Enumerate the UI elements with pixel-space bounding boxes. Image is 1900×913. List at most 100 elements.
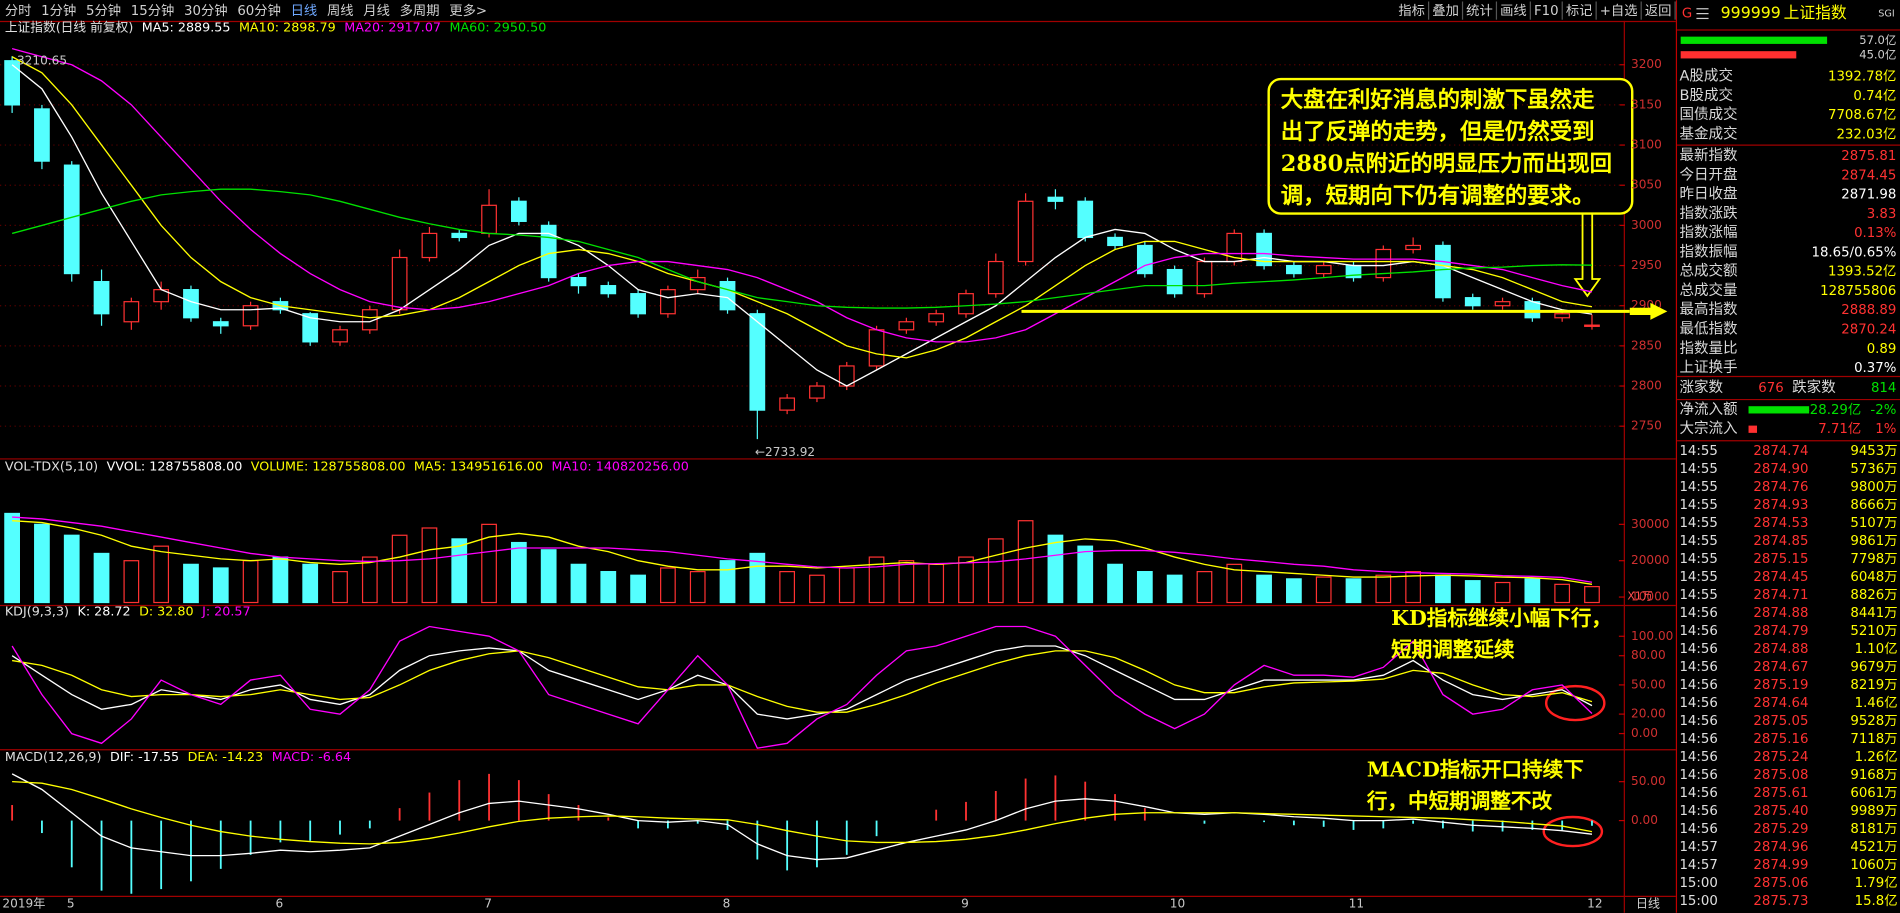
quote-label: A股成交 <box>1679 67 1733 85</box>
candle-body <box>898 321 915 331</box>
quote-value: 18.65/0.65% <box>1811 245 1896 260</box>
tick-time: 14:55 <box>1679 462 1717 477</box>
volume-bar <box>1435 574 1451 604</box>
volume-bar <box>1047 534 1064 604</box>
volume-bar <box>928 563 945 604</box>
volume-bar <box>302 563 319 604</box>
candle-body <box>1047 196 1064 202</box>
tick-time: 14:55 <box>1679 498 1717 513</box>
period-tab[interactable]: 15分钟 <box>131 2 175 19</box>
annotation-text: MACD指标开口持续下 <box>1367 757 1584 781</box>
volume-bar <box>1107 563 1123 604</box>
annotation-text: 行，中短期调整不改 <box>1366 789 1553 813</box>
period-tab[interactable]: 多周期 <box>400 2 440 19</box>
candle-body <box>719 281 736 311</box>
candle-body <box>510 200 527 222</box>
quote-value: 1392.78亿 <box>1828 69 1896 85</box>
legend-label: MA10: 140820256.00 <box>552 458 689 473</box>
tick-time: 15:00 <box>1679 894 1717 909</box>
strength-bar <box>1680 36 1828 44</box>
tick-volume: 9528万 <box>1850 714 1897 729</box>
legend-label: MA5: 2889.55 <box>142 20 231 35</box>
quote-label: 指数涨幅 <box>1679 224 1737 241</box>
quote-label: 最新指数 <box>1679 147 1738 164</box>
period-tab[interactable]: 日线 <box>291 3 318 19</box>
legend-label: DIF: -17.55 <box>110 749 179 764</box>
y-tick-label: 3150 <box>1631 97 1662 111</box>
tick-time: 14:56 <box>1679 768 1717 783</box>
tick-time: 14:55 <box>1679 588 1717 603</box>
annotation-arrow <box>1573 212 1602 298</box>
period-tab[interactable]: 周线 <box>327 3 354 19</box>
candle-body <box>1464 297 1481 307</box>
x-tick-label: 6 <box>276 897 284 911</box>
tick-price: 2875.24 <box>1753 750 1808 765</box>
legend-label: MACD(12,26,9) <box>5 749 102 764</box>
tick-volume: 1.10亿 <box>1855 641 1898 657</box>
quote-value: 2875.81 <box>1841 149 1896 164</box>
tool-button[interactable]: 叠加 <box>1432 3 1459 19</box>
period-tab[interactable]: 分时 <box>5 3 32 19</box>
period-tab[interactable]: 60分钟 <box>237 2 281 19</box>
period-tab[interactable]: 30分钟 <box>184 2 228 19</box>
quote-value: 0.37% <box>1854 361 1896 376</box>
breadth-value: 814 <box>1871 381 1896 396</box>
tool-button[interactable]: +自选 <box>1600 3 1638 19</box>
tick-volume: 5736万 <box>1850 462 1897 477</box>
volume-bar <box>63 534 80 604</box>
volume-bar <box>570 563 587 604</box>
quote-value: 3.83 <box>1867 207 1897 222</box>
highlight-ellipse <box>1544 684 1606 722</box>
period-tab[interactable]: 月线 <box>363 3 390 19</box>
y-tick-label: 3200 <box>1631 57 1662 71</box>
period-tab[interactable]: 1分钟 <box>41 2 76 19</box>
flow-value: -28.29亿 <box>1805 402 1861 418</box>
tick-volume: 5107万 <box>1850 516 1897 531</box>
tool-button[interactable]: 画线 <box>1500 3 1527 19</box>
volume-bar <box>93 552 110 604</box>
y-tick-label: 20.00 <box>1631 707 1666 721</box>
tick-volume: 4521万 <box>1850 840 1897 855</box>
legend-label: K: 28.72 <box>78 604 131 619</box>
period-tab[interactable]: 5分钟 <box>86 2 121 19</box>
tool-button[interactable]: 标记 <box>1566 3 1593 19</box>
period-tab[interactable]: 更多> <box>449 2 487 19</box>
ma-line <box>11 47 1593 343</box>
y-tick-label: 3050 <box>1631 178 1662 192</box>
volume-ma-line <box>12 516 1593 583</box>
tick-volume: 8219万 <box>1850 678 1897 693</box>
candle-body <box>660 289 676 315</box>
tick-price: 2874.45 <box>1753 570 1808 585</box>
tick-volume: 1060万 <box>1850 858 1897 873</box>
volume-bar <box>1256 574 1272 604</box>
candle-body <box>630 293 646 315</box>
volume-bar <box>212 567 229 604</box>
legend-label: J: 20.57 <box>201 604 251 619</box>
tick-price: 2875.61 <box>1753 786 1808 801</box>
x-tick-label: 11 <box>1349 897 1364 911</box>
tick-time: 14:56 <box>1679 606 1717 621</box>
volume-bar <box>838 567 855 604</box>
tick-price: 2874.79 <box>1753 624 1808 639</box>
volume-bar <box>1584 586 1600 604</box>
flow-pct: 1% <box>1875 422 1896 437</box>
tool-button[interactable]: 返回 <box>1645 3 1672 19</box>
quote-label: 昨日收盘 <box>1679 185 1737 203</box>
tick-volume: 9168万 <box>1850 768 1897 783</box>
volume-bar <box>1494 581 1511 604</box>
tool-button[interactable]: F10 <box>1534 4 1559 19</box>
quote-value: 2871.98 <box>1841 188 1896 203</box>
volume-bar <box>1286 578 1302 604</box>
tool-button[interactable]: 指标 <box>1398 3 1425 19</box>
tick-time: 14:57 <box>1679 858 1717 873</box>
legend-label: MACD: -6.64 <box>272 749 351 764</box>
quote-value: 0.74亿 <box>1853 88 1896 104</box>
y-tick-label: 50.00 <box>1631 677 1666 691</box>
tool-button[interactable]: 统计 <box>1466 3 1493 19</box>
flow-bar <box>1748 425 1758 433</box>
quote-label: 最高指数 <box>1679 301 1738 318</box>
candle-body <box>123 301 140 323</box>
candle-body <box>928 313 945 323</box>
legend-label: MA60: 2950.50 <box>450 20 547 35</box>
